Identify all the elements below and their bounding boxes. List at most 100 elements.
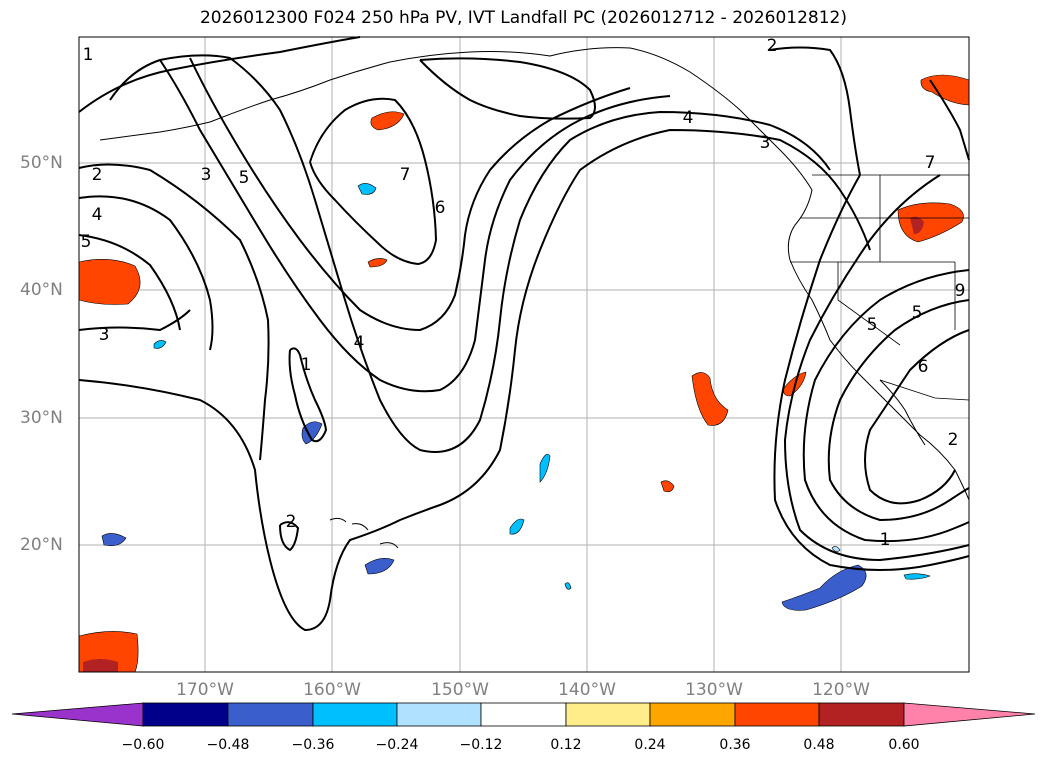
baja <box>879 379 926 446</box>
contour-label: 3 <box>760 133 771 153</box>
contour-label: 6 <box>435 198 446 218</box>
lon-tick-label: 160°W <box>303 680 361 700</box>
colorbar-high-extend <box>903 702 1036 727</box>
contour-labels: 1 2 3 5 4 5 3 1 2 4 7 6 2 3 4 5 7 5 9 6 … <box>81 36 966 550</box>
plot-area <box>79 37 969 672</box>
positive-anomaly <box>83 659 118 672</box>
colorbar-tick-label: 0.24 <box>634 737 666 753</box>
pv-contours <box>78 36 970 632</box>
colorbar-bin <box>396 702 482 727</box>
negative-anomaly <box>153 340 167 349</box>
plot-frame <box>78 36 970 673</box>
negative-anomaly <box>357 183 377 195</box>
negative-anomaly <box>301 421 323 445</box>
colorbar-tick-label: −0.36 <box>291 737 335 753</box>
contour-line <box>773 174 970 571</box>
contour-label: 4 <box>683 108 694 128</box>
state-border <box>837 262 901 346</box>
contour-label: 1 <box>83 45 94 65</box>
negative-anomaly <box>509 518 525 535</box>
lat-tick-label: 50°N <box>20 153 63 173</box>
contour-label: 3 <box>201 165 212 185</box>
negative-anomaly <box>831 546 841 552</box>
contour-line <box>78 195 214 351</box>
contour-label: 1 <box>301 355 312 375</box>
alaska-coast <box>209 47 813 191</box>
contour-line <box>288 347 328 443</box>
colorbar-tick-label: −0.24 <box>375 737 419 753</box>
contour-label: 3 <box>99 325 110 345</box>
contour-label: 2 <box>92 165 103 185</box>
borders <box>790 174 970 401</box>
filled-anomalies <box>78 74 970 673</box>
contour-label: 2 <box>948 430 959 450</box>
negative-anomaly <box>364 558 395 575</box>
colorbar-bin <box>480 702 567 727</box>
contour-label: 6 <box>918 357 929 377</box>
contour-line <box>929 79 970 161</box>
colorbar-tick-label: 0.36 <box>719 737 751 753</box>
lat-tick-label: 30°N <box>20 408 63 428</box>
positive-anomaly <box>370 111 405 131</box>
positive-anomaly <box>910 216 924 234</box>
colorbar-low-extend <box>11 702 144 727</box>
positive-anomaly <box>920 74 970 106</box>
colorbar-tick-label: 0.60 <box>888 737 920 753</box>
colorbar-bin <box>649 702 736 727</box>
contour-line <box>279 521 300 552</box>
contour-line <box>78 234 181 331</box>
contour-line <box>78 309 191 332</box>
colorbar-bin <box>142 702 229 727</box>
contour-line <box>189 57 631 332</box>
contour-line <box>864 329 970 505</box>
lon-tick-label: 130°W <box>685 680 743 700</box>
colorbar-tick-label: 0.48 <box>803 737 835 753</box>
colorbar-bin <box>565 702 651 727</box>
contour-label: 4 <box>92 205 103 225</box>
na-west-coast <box>787 189 970 501</box>
contour-line <box>769 46 861 176</box>
positive-anomaly <box>660 480 675 493</box>
contour-label: 5 <box>239 168 250 188</box>
contour-label: 2 <box>767 36 778 56</box>
colorbar-tick-label: −0.60 <box>121 737 165 753</box>
contour-label: 4 <box>354 333 365 353</box>
contour-label: 5 <box>81 232 92 252</box>
contour-label: 5 <box>867 315 878 335</box>
lon-tick-label: 140°W <box>558 680 616 700</box>
lon-tick-label: 120°W <box>812 680 870 700</box>
colorbar-tick-label: −0.48 <box>206 737 250 753</box>
contour-line <box>78 163 270 461</box>
contour-label: 2 <box>286 512 297 532</box>
colorbar-bin <box>227 702 314 727</box>
contour-label: 7 <box>400 165 411 185</box>
contour-label: 5 <box>912 303 923 323</box>
contour-line <box>159 59 671 393</box>
negative-anomaly <box>903 573 931 580</box>
contour-line <box>783 174 970 562</box>
colorbar-tick-label: −0.12 <box>459 737 503 753</box>
contour-label: 9 <box>955 281 966 301</box>
colorbar-bin <box>734 702 820 727</box>
contour-line <box>802 269 970 543</box>
lon-tick-label: 150°W <box>431 680 489 700</box>
positive-anomaly <box>367 258 388 268</box>
colorbar-bin <box>818 702 905 727</box>
pacific-islands <box>329 517 399 549</box>
coastlines <box>99 47 970 549</box>
contour-label: 7 <box>925 153 936 173</box>
lon-tick-label: 170°W <box>176 680 234 700</box>
colorbar <box>11 702 1036 727</box>
colorbar-tick-label: 0.12 <box>550 737 582 753</box>
negative-anomaly <box>781 564 867 611</box>
negative-anomaly <box>539 453 551 483</box>
negative-anomaly <box>101 533 127 546</box>
contour-line <box>309 97 438 266</box>
colorbar-bin <box>312 702 398 727</box>
lat-tick-label: 20°N <box>20 535 63 555</box>
contour-label: 1 <box>880 530 891 550</box>
figure-title: 2026012300 F024 250 hPa PV, IVT Landfall… <box>199 8 847 28</box>
negative-anomaly <box>564 582 572 590</box>
contour-line <box>419 57 596 120</box>
